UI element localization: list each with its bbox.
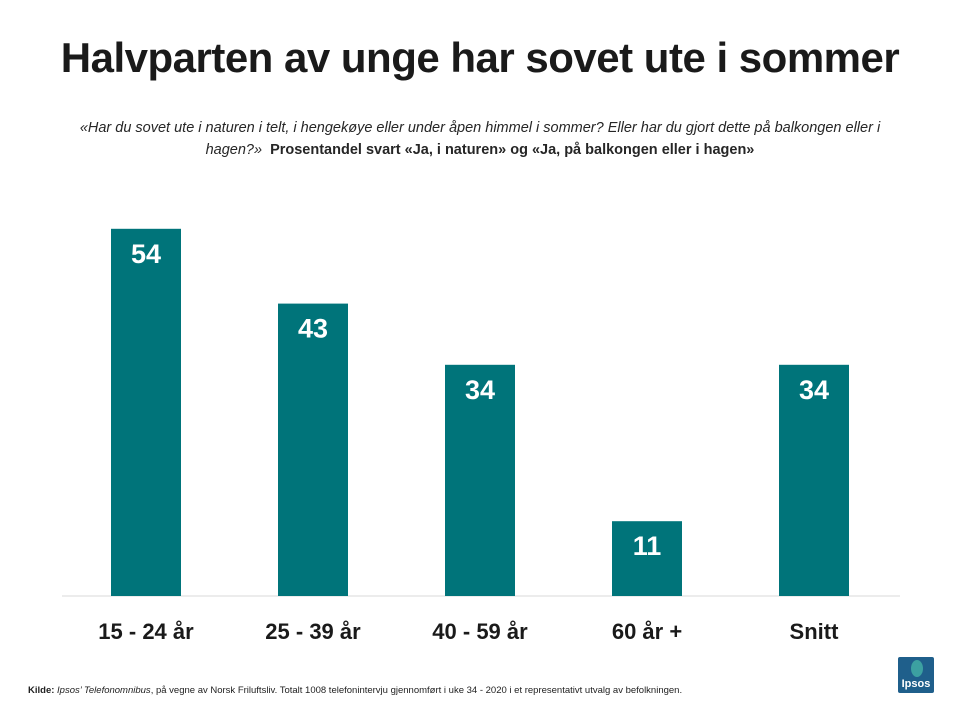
chart-title: Halvparten av unge har sovet ute i somme… (60, 34, 900, 81)
bar (278, 303, 348, 596)
category-label: 25 - 39 år (265, 619, 361, 644)
bar (445, 364, 515, 596)
category-label: 15 - 24 år (98, 619, 194, 644)
source-label: Kilde: (28, 685, 55, 696)
bar-value-label: 43 (298, 314, 328, 344)
bar-value-label: 11 (633, 531, 662, 561)
bar (111, 228, 181, 597)
category-label: Snitt (790, 619, 840, 644)
bar-value-label: 34 (465, 375, 495, 405)
category-label: 60 år + (612, 619, 682, 644)
bar (779, 364, 849, 596)
source-text: , på vegne av Norsk Friluftsliv. Totalt … (150, 685, 683, 696)
bar-value-label: 54 (131, 239, 161, 269)
bar-value-label: 34 (799, 375, 829, 405)
bar (612, 521, 682, 596)
ipsos-logo-mark (911, 660, 923, 677)
ipsos-logo: Ipsos (898, 657, 934, 693)
source-name: Ipsos’ Telefonomnibus (57, 685, 151, 696)
survey-question: «Har du sovet ute i naturen i telt, i he… (79, 120, 881, 158)
metric-description: Prosentandel svart «Ja, i naturen» og «J… (270, 142, 755, 158)
category-label: 40 - 59 år (432, 619, 528, 644)
chart-subtitle: «Har du sovet ute i naturen i telt, i he… (60, 117, 900, 161)
ipsos-logo-text: Ipsos (901, 678, 931, 690)
source-footer: Kilde: Ipsos’ Telefonomnibus, på vegne a… (28, 685, 682, 696)
